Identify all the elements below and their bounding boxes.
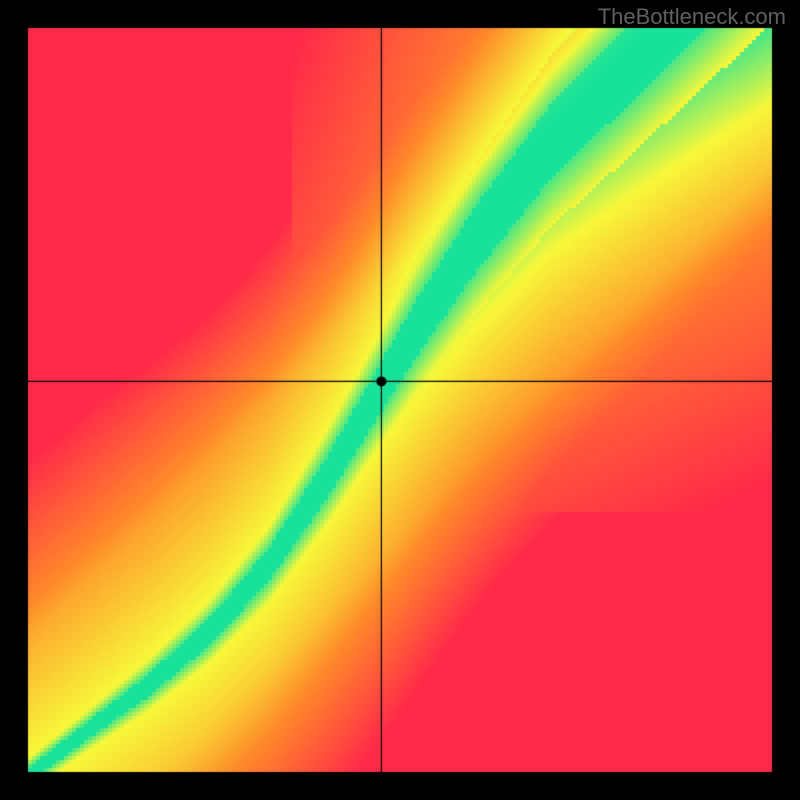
- bottleneck-heatmap: [0, 0, 800, 800]
- chart-container: TheBottleneck.com: [0, 0, 800, 800]
- watermark-text: TheBottleneck.com: [598, 4, 786, 30]
